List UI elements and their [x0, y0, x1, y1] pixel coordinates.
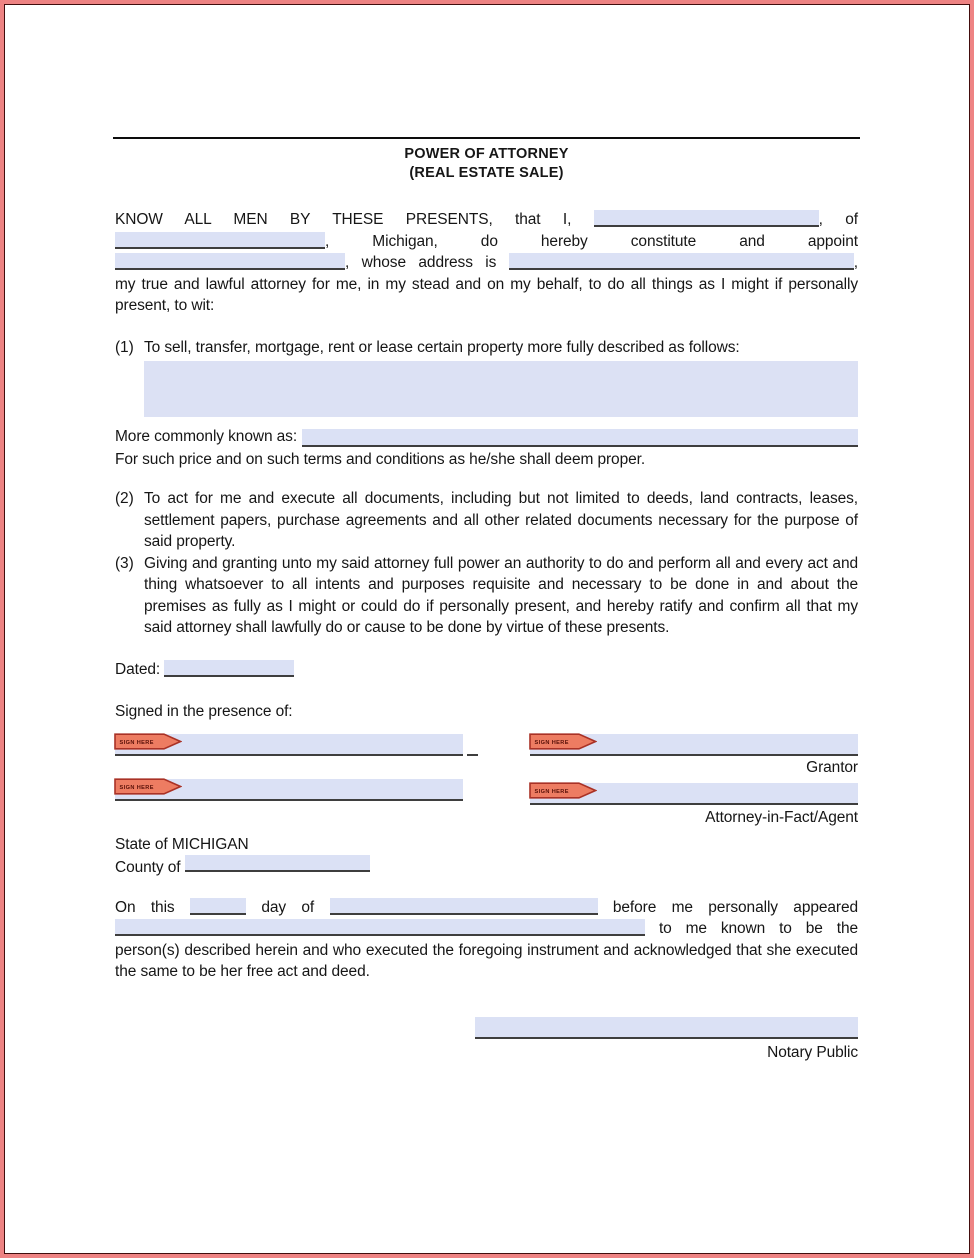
county-field[interactable]	[184, 855, 370, 872]
sign-here-tab[interactable]: SIGN HERE	[529, 781, 598, 799]
notary-month-field[interactable]	[329, 897, 598, 915]
attorney-in-fact-label: Attorney-in-Fact/Agent	[705, 808, 858, 826]
list-item-3: (3) Giving and granting unto my said att…	[115, 553, 858, 639]
sign-here-arrow-icon: SIGN HERE	[529, 781, 598, 799]
commonly-known-field[interactable]	[302, 428, 858, 447]
sign-here-arrow-icon: SIGN HERE	[114, 732, 183, 750]
item-1-text: To sell, transfer, mortgage, rent or lea…	[144, 338, 740, 356]
principal-city-field[interactable]	[115, 231, 325, 249]
county-line: County of	[115, 855, 858, 879]
before-me-text: before me personally appeared	[612, 898, 859, 916]
grantor-signature-field[interactable]: SIGN HERE	[529, 732, 858, 756]
signature-line-stub	[467, 753, 478, 756]
title-line-1: POWER OF ATTORNEY	[404, 146, 569, 162]
property-description-field[interactable]	[144, 361, 858, 417]
intro-line2-text: , Michigan, do hereby constitute and app…	[325, 232, 858, 250]
notary-signature-block: Notary Public	[475, 1016, 858, 1061]
dated-line: Dated:	[115, 659, 858, 681]
commonly-known-label: More commonly known as:	[115, 428, 298, 445]
sign-here-tab[interactable]: SIGN HERE	[114, 732, 183, 750]
sign-here-arrow-icon: SIGN HERE	[114, 777, 183, 795]
witness2-signature-field[interactable]: SIGN HERE	[114, 777, 463, 801]
intro-line3-text: , whose address is	[345, 254, 497, 271]
comma: ,	[853, 254, 858, 271]
agent-address-field[interactable]	[508, 253, 854, 270]
sign-here-tab-label: SIGN HERE	[535, 740, 569, 746]
intro-line-2: , Michigan, do hereby constitute and app…	[115, 231, 858, 253]
intro-tail: my true and lawful attorney for me, in m…	[115, 275, 858, 315]
agent-name-field[interactable]	[115, 253, 345, 270]
list-item-1: (1) To sell, transfer, mortgage, rent or…	[115, 337, 858, 359]
county-label: County of	[115, 859, 181, 876]
sign-here-tab[interactable]: SIGN HERE	[114, 777, 183, 795]
notary-acknowledgment: On this day of before me personally appe…	[115, 897, 858, 983]
notary-line-2: to me known to be the	[115, 918, 858, 940]
state-county-block: State of MICHIGAN County of	[115, 834, 858, 879]
witness1-signature-field[interactable]: SIGN HERE	[114, 732, 478, 756]
grantor-label: Grantor	[806, 758, 858, 776]
witness-signature-column: SIGN HERE SIGN HERE	[114, 732, 478, 826]
powers-list: (1) To sell, transfer, mortgage, rent or…	[115, 337, 858, 639]
signature-area: SIGN HERE SIGN HERE	[114, 732, 858, 826]
price-terms-line: For such price and on such terms and con…	[115, 450, 646, 468]
principal-name-field[interactable]	[593, 210, 819, 227]
sign-here-tab-label: SIGN HERE	[120, 740, 154, 746]
date-field[interactable]	[164, 659, 295, 677]
dated-label: Dated:	[115, 660, 161, 678]
notary-day-field[interactable]	[189, 897, 246, 915]
sign-here-tab-label: SIGN HERE	[120, 785, 154, 791]
item-3-number: (3)	[115, 554, 134, 572]
item-2-text: To act for me and execute all documents,…	[144, 490, 858, 550]
intro-line-1: KNOW ALL MEN BY THESE PRESENTS, that I, …	[115, 209, 858, 231]
document-page: POWER OF ATTORNEY (REAL ESTATE SALE) KNO…	[4, 4, 970, 1254]
commonly-known-line: More commonly known as:	[115, 426, 858, 448]
attorney-signature-field[interactable]: SIGN HERE	[529, 781, 858, 805]
notary-line-1: On this day of before me personally appe…	[115, 897, 858, 919]
top-rule	[113, 137, 860, 139]
intro-paragraph: KNOW ALL MEN BY THESE PRESENTS, that I, …	[115, 209, 858, 317]
document-title: POWER OF ATTORNEY (REAL ESTATE SALE)	[115, 145, 858, 183]
appeared-name-field[interactable]	[115, 919, 645, 936]
sign-here-tab[interactable]: SIGN HERE	[529, 732, 598, 750]
sign-here-tab-label: SIGN HERE	[535, 789, 569, 795]
notary-tail: person(s) described herein and who execu…	[115, 941, 858, 981]
intro-line1-of: of	[845, 211, 858, 228]
comma: ,	[818, 211, 823, 228]
item-3-text: Giving and granting unto my said attorne…	[144, 554, 858, 637]
on-this-text: On this	[115, 898, 175, 916]
party-signature-column: SIGN HERE Grantor SIGN HERE Attorney-in-…	[529, 732, 858, 826]
title-line-2: (REAL ESTATE SALE)	[409, 165, 564, 181]
sign-here-arrow-icon: SIGN HERE	[529, 732, 598, 750]
intro-line-3: , whose address is ,	[115, 252, 858, 274]
item-1-number: (1)	[115, 338, 134, 356]
day-of-text: day of	[261, 898, 315, 916]
intro-line1-text: KNOW ALL MEN BY THESE PRESENTS, that I,	[115, 211, 572, 228]
signed-in-presence-line: Signed in the presence of:	[115, 703, 293, 720]
state-line: State of MICHIGAN	[115, 835, 249, 853]
list-item-2: (2) To act for me and execute all docume…	[115, 488, 858, 553]
notary-public-label: Notary Public	[767, 1043, 858, 1061]
known-to-be-text: to me known to be the	[658, 920, 858, 937]
notary-signature-field[interactable]	[475, 1016, 858, 1039]
spacer	[115, 756, 463, 779]
item-2-number: (2)	[115, 490, 134, 507]
